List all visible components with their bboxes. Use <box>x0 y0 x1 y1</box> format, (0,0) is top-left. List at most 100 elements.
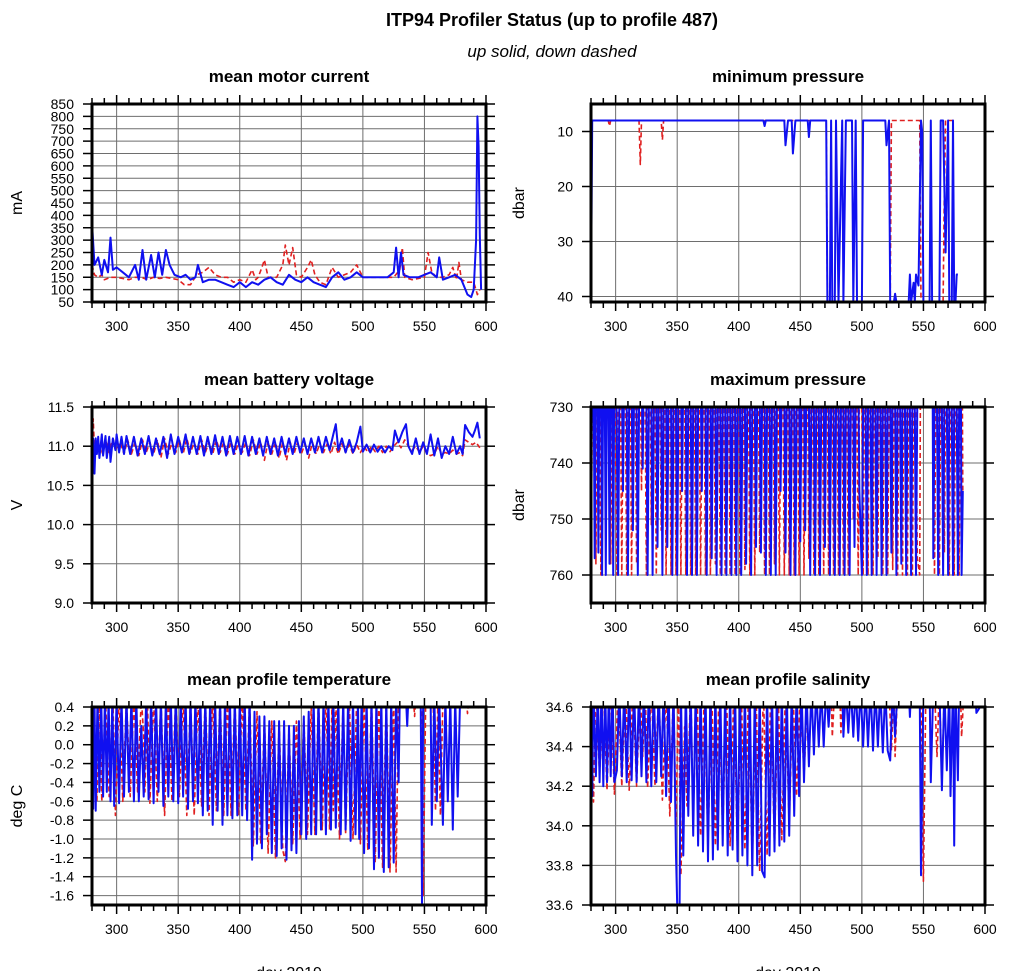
x-tick-label: 400 <box>228 921 252 937</box>
y-axis-label: dbar <box>511 488 528 521</box>
x-tick-label: 550 <box>912 318 936 334</box>
x-tick-label: 500 <box>351 619 375 635</box>
y-tick-label: 600 <box>51 158 75 174</box>
x-tick-label: 550 <box>912 921 936 937</box>
x-tick-label: 300 <box>105 318 129 334</box>
figure-subtitle: up solid, down dashed <box>467 42 637 61</box>
y-tick-label: -1.6 <box>50 888 74 904</box>
x-tick-label: 400 <box>727 619 751 635</box>
x-tick-label: 600 <box>474 921 498 937</box>
x-tick-label: 550 <box>413 619 437 635</box>
y-tick-label: 550 <box>51 170 75 186</box>
series-group <box>591 407 964 576</box>
x-tick-label: 500 <box>850 318 874 334</box>
x-tick-label: 300 <box>604 619 628 635</box>
y-tick-label: 850 <box>51 96 75 112</box>
series-up-line <box>591 119 958 302</box>
series-group <box>92 115 483 299</box>
y-tick-label: -1.2 <box>50 850 74 866</box>
gridlines <box>92 406 487 604</box>
y-tick-label: 50 <box>58 294 74 310</box>
y-tick-label: 450 <box>51 195 75 211</box>
x-tick-label: 300 <box>604 318 628 334</box>
y-tick-label: 800 <box>51 108 75 124</box>
y-tick-label: 9.5 <box>55 556 75 572</box>
y-tick-label: -0.4 <box>50 774 74 790</box>
series-up-line <box>92 707 461 905</box>
y-tick-label: 400 <box>51 207 75 223</box>
panel-title: mean motor current <box>209 67 370 86</box>
x-tick-label: 350 <box>167 921 191 937</box>
y-tick-label: 34.0 <box>546 818 573 834</box>
y-tick-label: 34.6 <box>546 699 573 715</box>
y-tick-label: 350 <box>51 220 75 236</box>
x-tick-label: 350 <box>167 318 191 334</box>
y-tick-label: 11.0 <box>48 438 74 454</box>
x-tick-label: 600 <box>973 318 997 334</box>
y-axis-label: V <box>9 499 26 510</box>
series-up-line <box>92 421 481 475</box>
y-axis-label: mA <box>9 191 26 215</box>
x-tick-label: 600 <box>973 619 997 635</box>
series-up-line <box>591 707 981 905</box>
x-tick-label: 550 <box>912 619 936 635</box>
y-tick-label: -1.0 <box>50 831 74 847</box>
series-up-line <box>591 407 964 576</box>
y-tick-label: -0.8 <box>50 812 74 828</box>
y-tick-label: 0.0 <box>55 737 75 753</box>
x-tick-label: 550 <box>413 318 437 334</box>
x-tick-label: 550 <box>413 921 437 937</box>
y-tick-label: 10.0 <box>47 517 74 533</box>
x-tick-label: 500 <box>850 921 874 937</box>
series-down-line <box>591 407 964 576</box>
y-tick-label: 650 <box>51 146 75 162</box>
y-tick-label: 30 <box>557 234 573 250</box>
x-tick-label: 450 <box>290 318 314 334</box>
y-tick-label: 250 <box>51 245 75 261</box>
panel-title: maximum pressure <box>710 370 866 389</box>
gridlines <box>591 104 986 302</box>
x-axis-label: day 2019 <box>256 965 322 971</box>
x-tick-label: 600 <box>474 318 498 334</box>
y-tick-label: 34.2 <box>546 778 573 794</box>
x-tick-label: 450 <box>789 921 813 937</box>
x-tick-label: 400 <box>228 619 252 635</box>
y-tick-label: 740 <box>550 455 574 471</box>
x-tick-label: 350 <box>666 921 690 937</box>
panel-title: mean profile temperature <box>187 670 391 689</box>
panel-title: minimum pressure <box>712 67 864 86</box>
gridlines <box>92 103 487 303</box>
chart-panel-4: mean profile temperature deg C day 2019 300… <box>9 670 498 971</box>
y-tick-label: 34.4 <box>546 739 573 755</box>
y-tick-label: -0.6 <box>50 793 74 809</box>
x-tick-label: 600 <box>973 921 997 937</box>
series-group <box>92 707 479 905</box>
x-tick-label: 450 <box>290 619 314 635</box>
y-tick-label: 750 <box>550 511 574 527</box>
chart-panel-5: mean profile salinity day 2019 300 350 400 45… <box>546 670 997 971</box>
x-tick-label: 500 <box>351 921 375 937</box>
y-tick-label: 500 <box>51 183 75 199</box>
plot-frame <box>589 102 987 304</box>
y-tick-label: 300 <box>51 232 75 248</box>
y-tick-label: 760 <box>550 567 574 583</box>
y-tick-label: 750 <box>51 121 75 137</box>
y-tick-label: 150 <box>51 269 75 285</box>
x-tick-label: 450 <box>290 921 314 937</box>
panel-title: mean battery voltage <box>204 370 374 389</box>
panel-title: mean profile salinity <box>706 670 871 689</box>
series-up-line <box>92 115 483 299</box>
series-group <box>591 119 958 302</box>
x-tick-label: 300 <box>604 921 628 937</box>
y-tick-label: 33.6 <box>546 897 573 913</box>
x-tick-label: 300 <box>105 921 129 937</box>
chart-panel-1: minimum pressure dbar 300 350 400 450 500 550 60… <box>511 67 997 334</box>
x-tick-label: 350 <box>666 318 690 334</box>
y-tick-label: 10.5 <box>47 477 74 493</box>
series-down-line <box>591 119 956 302</box>
x-tick-label: 350 <box>666 619 690 635</box>
x-axis-label: day 2019 <box>755 965 821 971</box>
series-group <box>591 707 981 905</box>
